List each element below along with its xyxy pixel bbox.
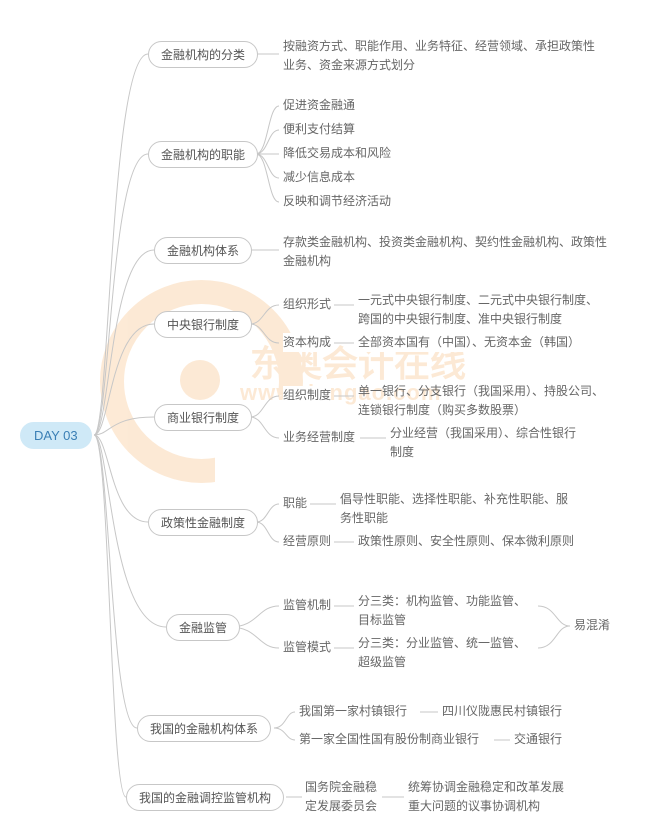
branch-functions: 金融机构的职能 [148,141,258,168]
leaf-classification: 按融资方式、职能作用、业务特征、经营领域、承担政策性业务、资金来源方式划分 [283,37,623,75]
note-b7: 易混淆 [574,616,610,635]
leaf-b2-2: 降低交易成本和风险 [283,144,391,163]
sub-b8-0: 我国第一家村镇银行 [299,702,407,721]
sub-b7-0: 监管机制 [283,596,331,615]
sub-b4-0: 组织形式 [283,295,331,314]
root-label: DAY 03 [34,428,78,443]
leaf-b8-0: 四川仪陇惠民村镇银行 [442,702,562,721]
branch-china-system: 我国的金融机构体系 [137,715,271,742]
leaf-b2-3: 减少信息成本 [283,168,355,187]
sub-b7-1: 监管模式 [283,638,331,657]
leaf-b2-1: 便利支付结算 [283,120,355,139]
leaf-b4-1: 全部资本国有（中国）、无资本金（韩国） [358,333,580,352]
sub-b6-0: 职能 [283,494,307,513]
leaf-b6-0: 倡导性职能、选择性职能、补充性职能、服务性职能 [340,490,600,528]
leaf-b5-1: 分业经营（我国采用）、综合性银行制度 [390,424,610,462]
branch-commercial-bank: 商业银行制度 [154,404,252,431]
leaf-b4-0: 一元式中央银行制度、二元式中央银行制度、跨国的中央银行制度、准中央银行制度 [358,291,628,329]
branch-china-regulator: 我国的金融调控监管机构 [126,784,284,811]
leaf-b2-4: 反映和调节经济活动 [283,192,391,211]
sub-b9-0: 国务院金融稳定发展委员会 [305,778,395,816]
leaf-b7-0: 分三类：机构监管、功能监管、目标监管 [358,592,538,630]
leaf-b8-1: 交通银行 [514,730,562,749]
leaf-b5-0: 单一银行、分支银行（我国采用）、持股公司、连锁银行制度（购买多数股票） [358,382,628,420]
leaf-b6-1: 政策性原则、安全性原则、保本微利原则 [358,532,574,551]
branch-policy-finance: 政策性金融制度 [148,509,258,536]
leaf-b9-0: 统筹协调金融稳定和改革发展重大问题的议事协调机构 [408,778,598,816]
sub-b6-1: 经营原则 [283,532,331,551]
branch-regulation: 金融监管 [166,614,240,641]
branch-system: 金融机构体系 [154,237,252,264]
sub-b4-1: 资本构成 [283,333,331,352]
root-node: DAY 03 [20,422,92,449]
leaf-b7-1: 分三类：分业监管、统一监管、超级监管 [358,634,538,672]
branch-central-bank: 中央银行制度 [154,311,252,338]
sub-b5-1: 业务经营制度 [283,428,355,447]
leaf-b2-0: 促进资金融通 [283,96,355,115]
sub-b5-0: 组织制度 [283,386,331,405]
sub-b8-1: 第一家全国性国有股份制商业银行 [299,730,479,749]
branch-classification: 金融机构的分类 [148,41,258,68]
leaf-system: 存款类金融机构、投资类金融机构、契约性金融机构、政策性金融机构 [283,233,623,271]
